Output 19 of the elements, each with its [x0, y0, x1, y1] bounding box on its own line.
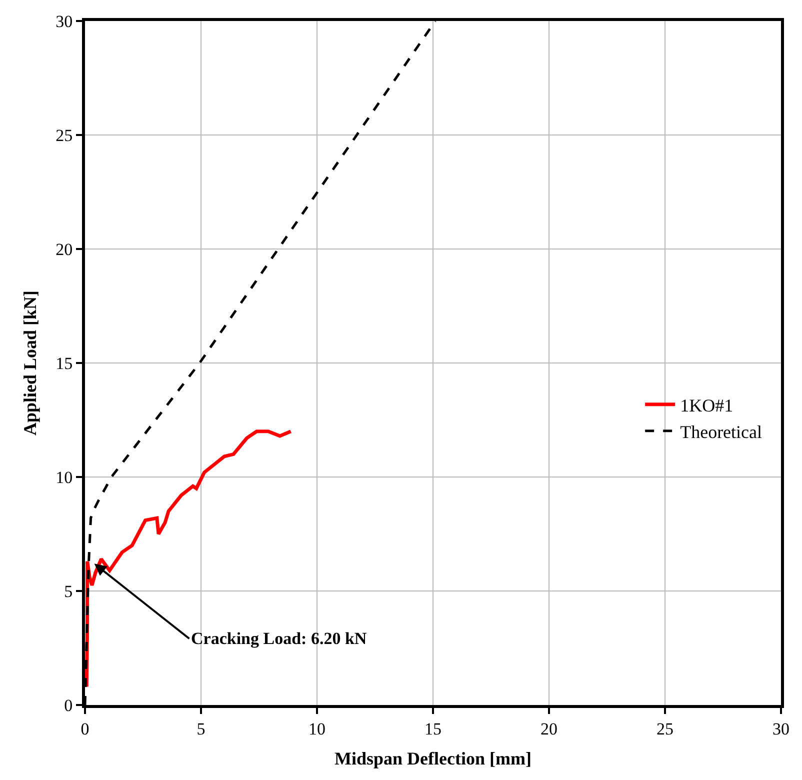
- legend-label: 1KO#1: [680, 395, 734, 416]
- y-tick-label: 30: [56, 12, 73, 31]
- annotation: Cracking Load: 6.20 kN: [191, 629, 368, 648]
- y-tick-label: 10: [56, 468, 73, 487]
- y-axis-title: Applied Load [kN]: [20, 290, 40, 436]
- y-tick-label: 20: [56, 240, 73, 259]
- y-tick-label: 25: [56, 126, 73, 145]
- x-tick-label: 15: [424, 719, 442, 738]
- y-tick-label: 5: [64, 582, 73, 601]
- x-tick-label: 25: [656, 719, 674, 738]
- x-tick-label: 30: [772, 719, 790, 738]
- x-tick-label: 0: [80, 719, 90, 738]
- y-tick-label: 15: [56, 354, 73, 373]
- x-axis-title: Midspan Deflection [mm]: [334, 748, 532, 768]
- x-tick-label: 20: [540, 719, 558, 738]
- y-tick-label: 0: [64, 696, 73, 715]
- legend-label: Theoretical: [680, 422, 762, 442]
- x-tick-label: 5: [196, 719, 206, 738]
- x-tick-label: 10: [308, 719, 326, 738]
